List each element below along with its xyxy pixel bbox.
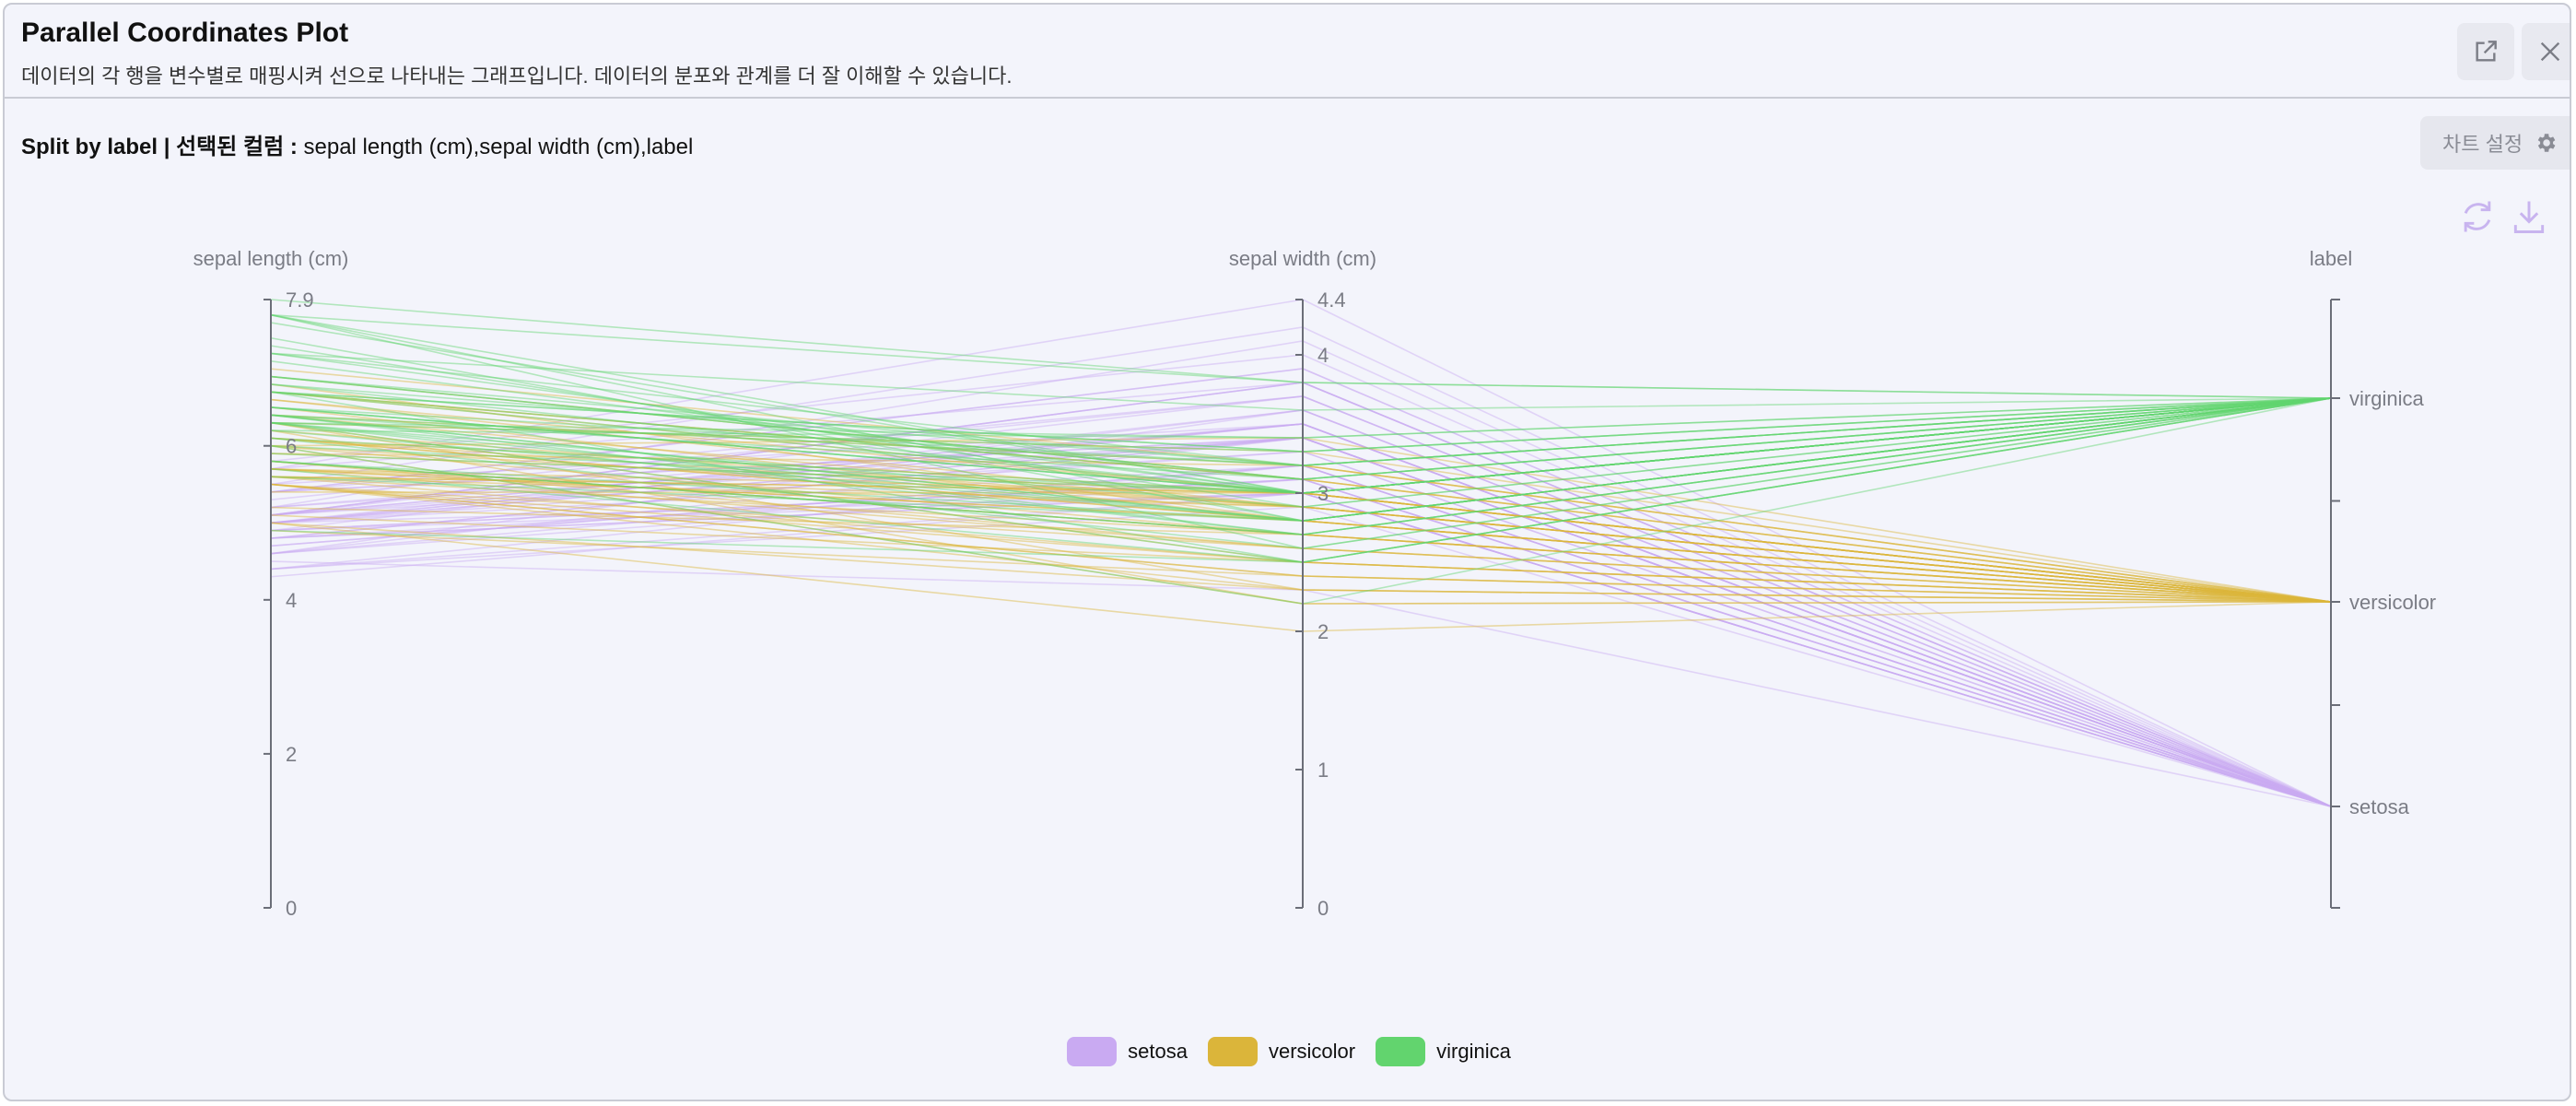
- legend-swatch: [1207, 1037, 1258, 1066]
- axis-1: sepal length (cm) 0 2 4 6 7.9: [193, 247, 349, 920]
- parallel-coordinates-chart: sepal length (cm) 0 2 4 6 7.9 sepal width (cm)…: [193, 247, 2437, 920]
- axis-tick-label: 6: [286, 435, 297, 458]
- data-line-setosa: [270, 478, 2332, 807]
- legend-label: virginica: [1436, 1040, 1511, 1063]
- gear-icon: [2537, 134, 2556, 152]
- refresh-button[interactable]: [2457, 196, 2498, 237]
- data-line-setosa: [270, 478, 2332, 807]
- axis-tick-label: setosa: [2349, 795, 2410, 818]
- chart-legend: setosa versicolor virginica: [5, 1037, 2570, 1066]
- axis-title: sepal width (cm): [1229, 247, 1376, 270]
- legend-item-setosa[interactable]: setosa: [1067, 1037, 1188, 1066]
- chart-settings-button[interactable]: 차트 설정: [2420, 116, 2570, 170]
- data-line-setosa: [270, 409, 2332, 807]
- axis-tick-label: virginica: [2349, 387, 2424, 410]
- close-icon: [2540, 41, 2560, 62]
- download-icon: [2513, 201, 2545, 233]
- legend-item-virginica[interactable]: virginica: [1376, 1037, 1511, 1066]
- page-subtitle: 데이터의 각 행을 변수별로 매핑시켜 선으로 나타내는 그래프입니다. 데이터…: [21, 65, 1013, 88]
- axis-title: label: [2310, 247, 2352, 270]
- axis-tick-label: 4.4: [1317, 288, 1346, 312]
- axis-tick-label: 2: [1317, 620, 1329, 643]
- axis-tick-label: 0: [1317, 897, 1329, 920]
- split-info: Split by label | 선택된 컬럼 : sepal length (…: [21, 128, 693, 160]
- data-line-setosa: [270, 409, 2332, 807]
- download-button[interactable]: [2509, 196, 2549, 237]
- open-external-button[interactable]: [2457, 23, 2514, 80]
- data-lines: [270, 299, 2332, 807]
- legend-swatch: [1376, 1037, 1426, 1066]
- axis-tick-label: 0: [286, 897, 297, 920]
- data-line-setosa: [270, 478, 2332, 807]
- refresh-icon: [2464, 201, 2491, 232]
- axis-tick-label: 3: [1317, 482, 1329, 505]
- external-link-icon: [2476, 41, 2497, 62]
- data-line-versicolor: [270, 529, 2332, 603]
- axis-2: sepal width (cm) 0 1 2 3 4 4.4: [1229, 247, 1376, 920]
- columns-value: sepal length (cm),sepal width (cm),label: [303, 135, 694, 159]
- data-line-setosa: [270, 451, 2332, 807]
- axis-tick-label: versicolor: [2349, 591, 2436, 614]
- data-line-setosa: [270, 478, 2332, 807]
- legend-label: versicolor: [1268, 1040, 1356, 1063]
- panel-header: Parallel Coordinates Plot 데이터의 각 행을 변수별로…: [5, 5, 2570, 99]
- close-button[interactable]: [2522, 23, 2570, 80]
- legend-label: setosa: [1128, 1040, 1188, 1063]
- split-separator: |: [158, 135, 177, 159]
- legend-item-versicolor[interactable]: versicolor: [1207, 1037, 1356, 1066]
- data-line-setosa: [270, 326, 2332, 807]
- data-line-setosa: [270, 451, 2332, 807]
- page-title: Parallel Coordinates Plot: [21, 18, 349, 48]
- legend-swatch: [1067, 1037, 1118, 1066]
- data-line-setosa: [270, 409, 2332, 807]
- chart-panel: Parallel Coordinates Plot 데이터의 각 행을 변수별로…: [3, 3, 2571, 1101]
- axis-3: label setosa versicolor virginica: [2310, 247, 2436, 909]
- axis-tick-label: 2: [286, 743, 297, 766]
- chart-settings-label: 차트 설정: [2442, 133, 2523, 156]
- axis-tick-label: 4: [286, 589, 297, 612]
- axis-title: sepal length (cm): [193, 247, 349, 270]
- axis-tick-label: 7.9: [286, 288, 314, 312]
- axis-tick-label: 4: [1317, 344, 1329, 367]
- split-label: Split by label: [21, 135, 158, 159]
- columns-label: 선택된 컬럼 :: [176, 135, 304, 159]
- axis-tick-label: 1: [1317, 759, 1329, 782]
